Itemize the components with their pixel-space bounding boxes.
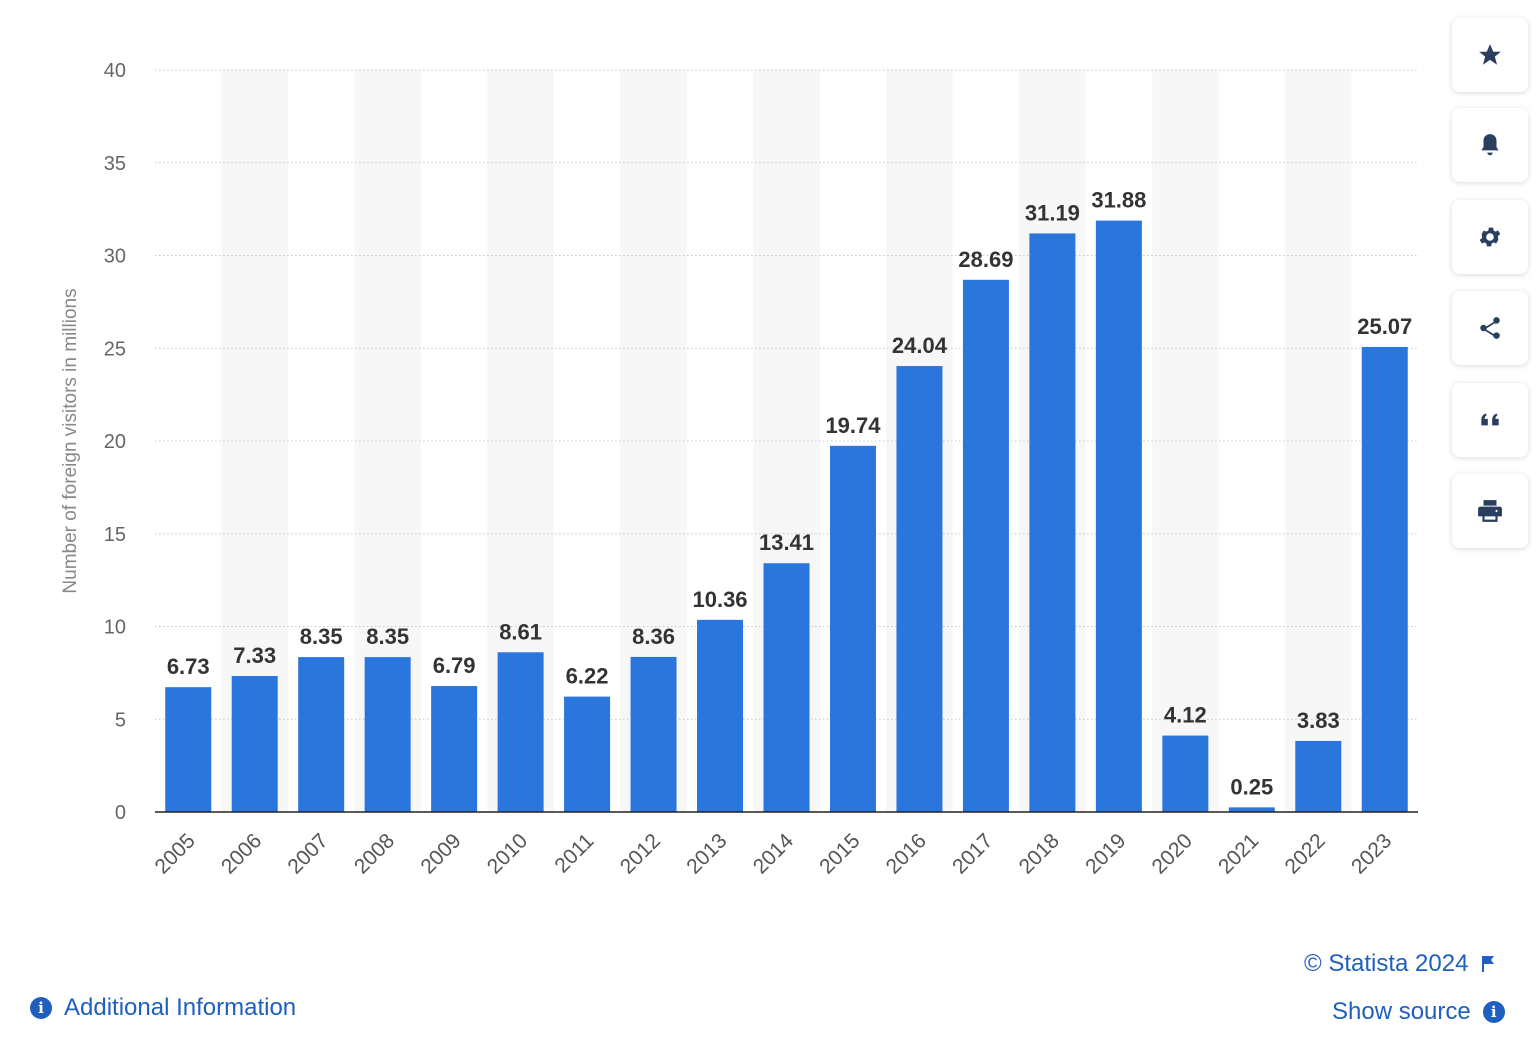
y-axis-title: Number of foreign visitors in millions xyxy=(60,288,81,593)
info-icon: i xyxy=(30,997,52,1019)
column-band xyxy=(1152,70,1219,812)
x-tick-label: 2022 xyxy=(1281,829,1330,878)
data-label: 28.69 xyxy=(958,247,1013,272)
favorite-button[interactable] xyxy=(1452,18,1528,92)
data-label: 31.19 xyxy=(1025,200,1080,225)
flag-icon xyxy=(1482,956,1495,972)
bar-2020[interactable] xyxy=(1162,735,1209,812)
data-label: 19.74 xyxy=(825,413,881,438)
data-label: 10.36 xyxy=(692,587,747,612)
notification-button[interactable] xyxy=(1452,108,1528,182)
x-tick-label: 2013 xyxy=(682,829,731,878)
x-tick-label: 2018 xyxy=(1015,829,1064,878)
data-label: 6.79 xyxy=(433,653,476,678)
data-label: 0.25 xyxy=(1230,774,1273,799)
y-tick-label: 10 xyxy=(104,617,126,639)
x-tick-label: 2019 xyxy=(1081,829,1130,878)
info-icon: i xyxy=(1482,1001,1505,1023)
x-tick-label: 2023 xyxy=(1347,829,1396,878)
bar-2011[interactable] xyxy=(564,696,611,812)
data-label: 25.07 xyxy=(1357,314,1412,339)
data-label: 3.83 xyxy=(1297,708,1340,733)
y-tick-label: 20 xyxy=(104,431,126,453)
bar-2009[interactable] xyxy=(431,686,478,812)
bar-2006[interactable] xyxy=(231,676,278,812)
share-icon xyxy=(1480,317,1500,339)
y-tick-label: 5 xyxy=(115,709,126,731)
bar-2021[interactable] xyxy=(1228,807,1275,812)
additional-information-text: Additional Information xyxy=(64,994,297,1021)
bell-icon xyxy=(1481,134,1499,156)
bar-2005[interactable] xyxy=(165,687,212,812)
x-tick-label: 2014 xyxy=(749,829,799,879)
bar-2017[interactable] xyxy=(962,279,1009,812)
y-tick-label: 15 xyxy=(104,524,126,546)
x-tick-label: 2021 xyxy=(1214,829,1263,878)
y-tick-label: 30 xyxy=(104,246,126,268)
x-tick-label: 2011 xyxy=(550,829,598,877)
bars xyxy=(165,220,1408,813)
x-tick-label: 2012 xyxy=(616,829,665,878)
bar-2023[interactable] xyxy=(1361,346,1408,812)
bar-2013[interactable] xyxy=(697,619,744,812)
bar-2016[interactable] xyxy=(896,366,943,812)
x-tick-label: 2008 xyxy=(350,829,399,878)
bar-chart: 0 5 10 15 20 25 30 35 40 6.73 7.33 8.35 8.35 6.79 8.6… xyxy=(60,60,1418,879)
star-icon xyxy=(1479,44,1501,65)
y-tick-label: 25 xyxy=(104,338,126,360)
bar-2014[interactable] xyxy=(763,563,810,812)
data-label: 4.12 xyxy=(1164,703,1207,728)
x-tick-label: 2006 xyxy=(217,829,266,878)
share-button[interactable] xyxy=(1452,291,1528,365)
data-label: 8.35 xyxy=(366,624,409,649)
data-label: 8.35 xyxy=(300,624,343,649)
print-button[interactable] xyxy=(1452,474,1528,548)
x-tick-label: 2017 xyxy=(948,829,997,878)
bar-2010[interactable] xyxy=(497,652,544,812)
data-label: 7.33 xyxy=(233,643,276,668)
data-label: 6.73 xyxy=(167,654,210,679)
show-source-link[interactable]: Show source i xyxy=(1332,998,1505,1026)
show-source-text: Show source xyxy=(1332,998,1471,1025)
y-tick-label: 35 xyxy=(104,153,126,175)
x-tick-label: 2015 xyxy=(815,829,864,878)
settings-button[interactable] xyxy=(1452,200,1528,274)
bar-2018[interactable] xyxy=(1029,233,1076,812)
x-tick-label: 2005 xyxy=(150,829,199,878)
bar-2007[interactable] xyxy=(298,657,345,812)
gear-icon xyxy=(1479,227,1501,247)
data-label: 31.88 xyxy=(1091,188,1146,213)
x-axis-ticks: 2005 2006 2007 2008 2009 2010 2011 2012 2013 2014… xyxy=(150,829,1396,879)
x-tick-label: 2010 xyxy=(483,829,532,878)
x-tick-label: 2020 xyxy=(1148,829,1197,878)
y-tick-label: 0 xyxy=(115,802,126,824)
x-tick-label: 2007 xyxy=(283,829,332,878)
copyright-text: © Statista 2024 xyxy=(1304,950,1469,977)
additional-information-link[interactable]: i Additional Information xyxy=(30,994,296,1022)
x-tick-label: 2009 xyxy=(416,829,465,878)
data-label: 8.36 xyxy=(632,624,675,649)
cite-button[interactable] xyxy=(1452,383,1528,457)
bar-2022[interactable] xyxy=(1295,740,1342,812)
bar-2008[interactable] xyxy=(364,657,411,812)
quote-icon xyxy=(1481,413,1499,426)
x-tick-label: 2016 xyxy=(882,829,931,878)
copyright[interactable]: © Statista 2024 xyxy=(1304,950,1496,978)
y-axis-ticks: 0 5 10 15 20 25 30 35 40 xyxy=(104,60,126,824)
print-icon xyxy=(1478,500,1502,522)
data-label: 13.41 xyxy=(759,530,814,555)
y-tick-label: 40 xyxy=(104,60,126,82)
data-labels: 6.73 7.33 8.35 8.35 6.79 8.61 6.22 8.36 10.36 13.… xyxy=(167,188,1412,800)
data-label: 8.61 xyxy=(499,619,542,644)
data-label: 24.04 xyxy=(892,333,948,358)
bar-2019[interactable] xyxy=(1095,220,1142,813)
bar-2012[interactable] xyxy=(630,656,677,812)
gridlines xyxy=(155,69,1418,720)
data-label: 6.22 xyxy=(566,664,609,689)
bar-2015[interactable] xyxy=(829,445,876,812)
